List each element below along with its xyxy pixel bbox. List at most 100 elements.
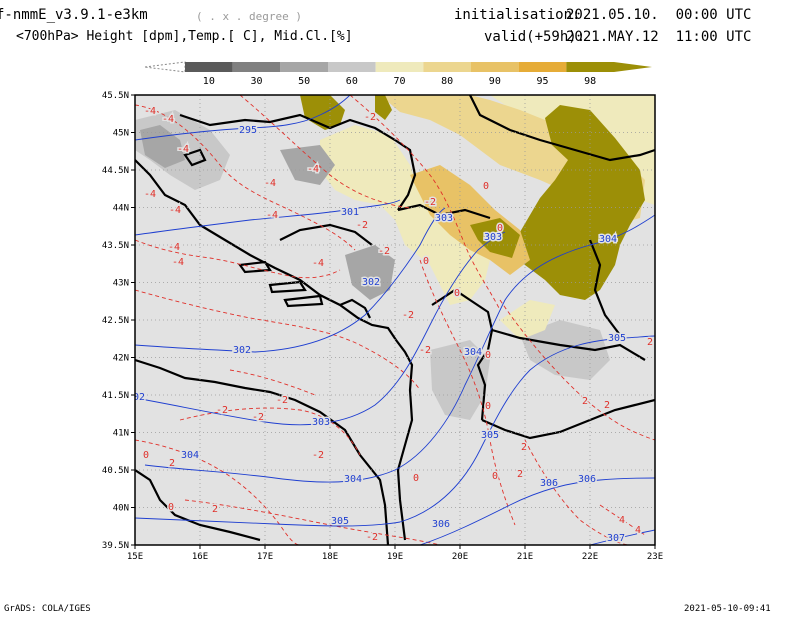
model-units: ( . x . degree ) (196, 10, 302, 23)
height-contour-label: 304 (344, 474, 362, 485)
cloud-colorbar: 10 30 50 60 70 80 90 95 98 (144, 61, 652, 87)
island-korcula (283, 294, 324, 308)
lat-tick-label: 43N (113, 279, 129, 289)
height-contour-label: 304 (181, 450, 199, 461)
height-contour-label: 305 (481, 430, 499, 441)
lon-tick-label: 21E (517, 552, 533, 562)
height-contour-label: 302 (362, 277, 380, 288)
height-contour-label: 306 (578, 474, 596, 485)
height-contour-label: 303 (312, 417, 330, 428)
height-contour-label: 305 (331, 516, 349, 527)
lat-lon-grid (135, 95, 655, 545)
colorbar-label: 70 (393, 76, 405, 87)
colorbar-high-arrow (614, 62, 652, 72)
height-contour-label: 295 (239, 125, 257, 136)
height-contour-295 (135, 95, 351, 141)
cloud-patch-center (320, 125, 490, 305)
temp-contour-label: 2 (169, 458, 175, 469)
temp-contour-label: 2 (604, 400, 610, 411)
cloud-patch-center-olive (470, 218, 520, 258)
cloud-patch-olive-nw (300, 95, 345, 130)
temp-contour-label: 4 (635, 525, 641, 536)
temp-contour-label: 0 (168, 502, 174, 513)
temp-contour-label: 2 (559, 552, 565, 563)
temp-contour-label: 0 (454, 288, 460, 299)
lat-tick-label: 39.5N (102, 541, 129, 551)
lon-tick-label: 23E (647, 552, 663, 562)
colorbar-swatch (232, 62, 281, 72)
temp-contour-0-c (419, 259, 516, 526)
colorbar-swatch (375, 62, 424, 72)
colorbar-swatch (328, 62, 376, 72)
temp-contour-label: 0 (423, 256, 429, 267)
height-contour-303 (135, 231, 506, 426)
colorbar-label: 98 (584, 76, 596, 87)
temp-contour-label: -4 (172, 257, 184, 268)
temp-contour-label: -4 (144, 106, 156, 117)
lat-tick-label: 44N (113, 204, 129, 214)
temp-contour-label: -4 (177, 144, 189, 155)
colorbar-low-arrow (144, 61, 186, 73)
temp-contour-2-c (524, 439, 631, 545)
height-contour-label: 307 (607, 533, 625, 544)
height-contour-label: 302 (127, 392, 145, 403)
temp-contour-label: 0 (485, 401, 491, 412)
lon-tick-label: 16E (192, 552, 208, 562)
height-contour-304 (144, 214, 655, 483)
height-contours (135, 95, 655, 545)
temp-contour-label: -2 (216, 405, 228, 416)
lat-tick-label: 42N (113, 354, 129, 364)
temp-contour-label: -2 (419, 345, 431, 356)
lon-tick-label: 19E (387, 552, 403, 562)
model-title: f-nmmE_v3.9.1-e3km (0, 7, 148, 23)
temp-contour-label: 0 (143, 450, 149, 461)
lat-tick-label: 45.5N (102, 91, 129, 101)
height-contour-label: 304 (599, 234, 617, 245)
colorbar-swatch (518, 62, 567, 72)
temp-contour-minus4-b (135, 239, 341, 279)
init-value: 2021.05.10. 00:00 UTC (566, 7, 752, 23)
italy-coast (135, 358, 390, 545)
lat-tick-label: 40N (113, 504, 129, 514)
height-contour-307 (589, 529, 655, 545)
temp-contour-label: 0 (497, 223, 503, 234)
cloud-patch-olive-ne (510, 105, 645, 300)
temp-contour-2-b (184, 499, 441, 545)
cloud-patch-olive-n (375, 95, 392, 120)
temp-label-layer: -4 -4 -4 -4 -4 -4 -4 -4 -4 -4 -4 -2 -2 -2 -2 -2 -2 -2 -2 -2… (141, 105, 654, 563)
temp-contour-label: 2 (212, 504, 218, 515)
lon-tick-label: 22E (582, 552, 598, 562)
temp-contour-label: -2 (312, 450, 324, 461)
colorbar-label: 60 (346, 76, 358, 87)
height-contour-302 (135, 207, 446, 353)
height-contour-306 (419, 477, 655, 545)
island-krk (183, 148, 207, 167)
temp-contour-label: 0 (492, 471, 498, 482)
macedonia-border (491, 328, 646, 361)
temp-contour-label: -2 (366, 532, 378, 543)
height-contour-301 (135, 199, 401, 236)
italy-heel (135, 469, 261, 542)
lat-tick-label: 45N (113, 129, 129, 139)
colorbar-label: 10 (203, 76, 215, 87)
height-contour-label: 303 (435, 213, 453, 224)
temp-contour-0-b (135, 439, 301, 545)
adriatic-east-coast (135, 159, 414, 541)
colorbar-label: 95 (536, 76, 548, 87)
colorbar-swatch (566, 62, 614, 72)
serbia-border (397, 203, 491, 220)
romania-border (469, 95, 655, 162)
temp-contour-label: -4 (307, 164, 319, 175)
lat-tick-label: 41N (113, 429, 129, 439)
lat-tick-label: 44.5N (102, 166, 129, 176)
footer-credit: GrADS: COLA/IGES (4, 604, 91, 614)
cloud-patch-coast (345, 245, 395, 300)
croatia-interior (179, 113, 417, 211)
cloud-patch-mid-grey (280, 145, 335, 185)
temp-contour-minus2-a (239, 95, 411, 209)
temp-contour-label: -4 (168, 242, 180, 253)
bosnia-border (279, 223, 373, 246)
height-label-layer: 295 301 302 303 302 302 303 304 305 304 304 305 306 3… (127, 124, 628, 546)
colorbar-label: 30 (250, 76, 262, 87)
